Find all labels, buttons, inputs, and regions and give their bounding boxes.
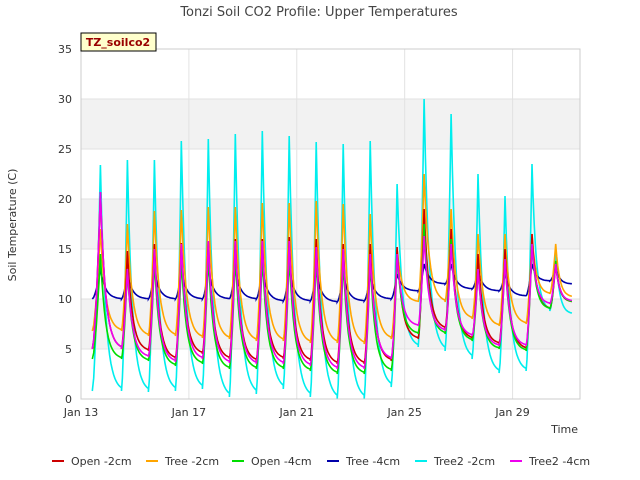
- legend-label: Tree -4cm: [345, 455, 400, 468]
- x-axis-label: Time: [550, 423, 578, 436]
- y-tick-label: 10: [58, 293, 72, 306]
- y-tick-label: 0: [65, 393, 72, 406]
- grid-band: [81, 299, 580, 349]
- series-line-t2_4: [91, 191, 572, 370]
- legend-item: Open -2cm: [52, 455, 132, 468]
- legend-item: Tree -2cm: [146, 455, 219, 468]
- y-tick-label: 30: [58, 93, 72, 106]
- legend-label: Open -4cm: [251, 455, 312, 468]
- legend-label: Tree -2cm: [164, 455, 219, 468]
- badge-label: TZ_soilco2: [86, 36, 150, 49]
- x-tick-label: Jan 17: [171, 406, 206, 419]
- legend-item: Tree2 -4cm: [510, 455, 590, 468]
- chart-title: Tonzi Soil CO2 Profile: Upper Temperatur…: [179, 5, 458, 20]
- series-line-tree4: [91, 263, 572, 305]
- grid-band: [81, 99, 580, 149]
- x-tick-label: Jan 29: [494, 406, 529, 419]
- y-tick-label: 5: [65, 343, 72, 356]
- legend-item: Tree2 -2cm: [415, 455, 495, 468]
- y-tick-label: 15: [58, 243, 72, 256]
- series-layer: [91, 98, 573, 400]
- badge-box: [80, 32, 157, 52]
- series-line-open4: [91, 223, 573, 375]
- legend-item: Open -4cm: [232, 455, 312, 468]
- legend-item: Tree -4cm: [327, 455, 400, 468]
- x-tick-label: Jan 21: [279, 406, 314, 419]
- grid-band: [81, 199, 580, 249]
- legend-label: Open -2cm: [71, 455, 132, 468]
- badge: TZ_soilco2: [80, 32, 157, 52]
- y-axis-label: Soil Temperature (C): [6, 169, 19, 282]
- x-tick-label: Jan 25: [386, 406, 421, 419]
- y-tick-label: 25: [58, 143, 72, 156]
- legend-label: Tree2 -2cm: [433, 455, 495, 468]
- series-line-t2_2: [91, 98, 573, 400]
- axes: 0 5 10 15 20 25 30 35 Jan 13 Jan 17 Jan 21 Jan 25 Ja…: [58, 43, 581, 419]
- x-tick-label: Jan 13: [63, 406, 98, 419]
- plot-frame: [80, 48, 581, 400]
- y-tick-label: 35: [58, 43, 72, 56]
- series-line-tree2: [91, 173, 573, 345]
- legend: Open -2cm Tree -2cm Open -4cm Tree -4cm Tree…: [52, 455, 590, 468]
- legend-label: Tree2 -4cm: [528, 455, 590, 468]
- y-tick-label: 20: [58, 193, 72, 206]
